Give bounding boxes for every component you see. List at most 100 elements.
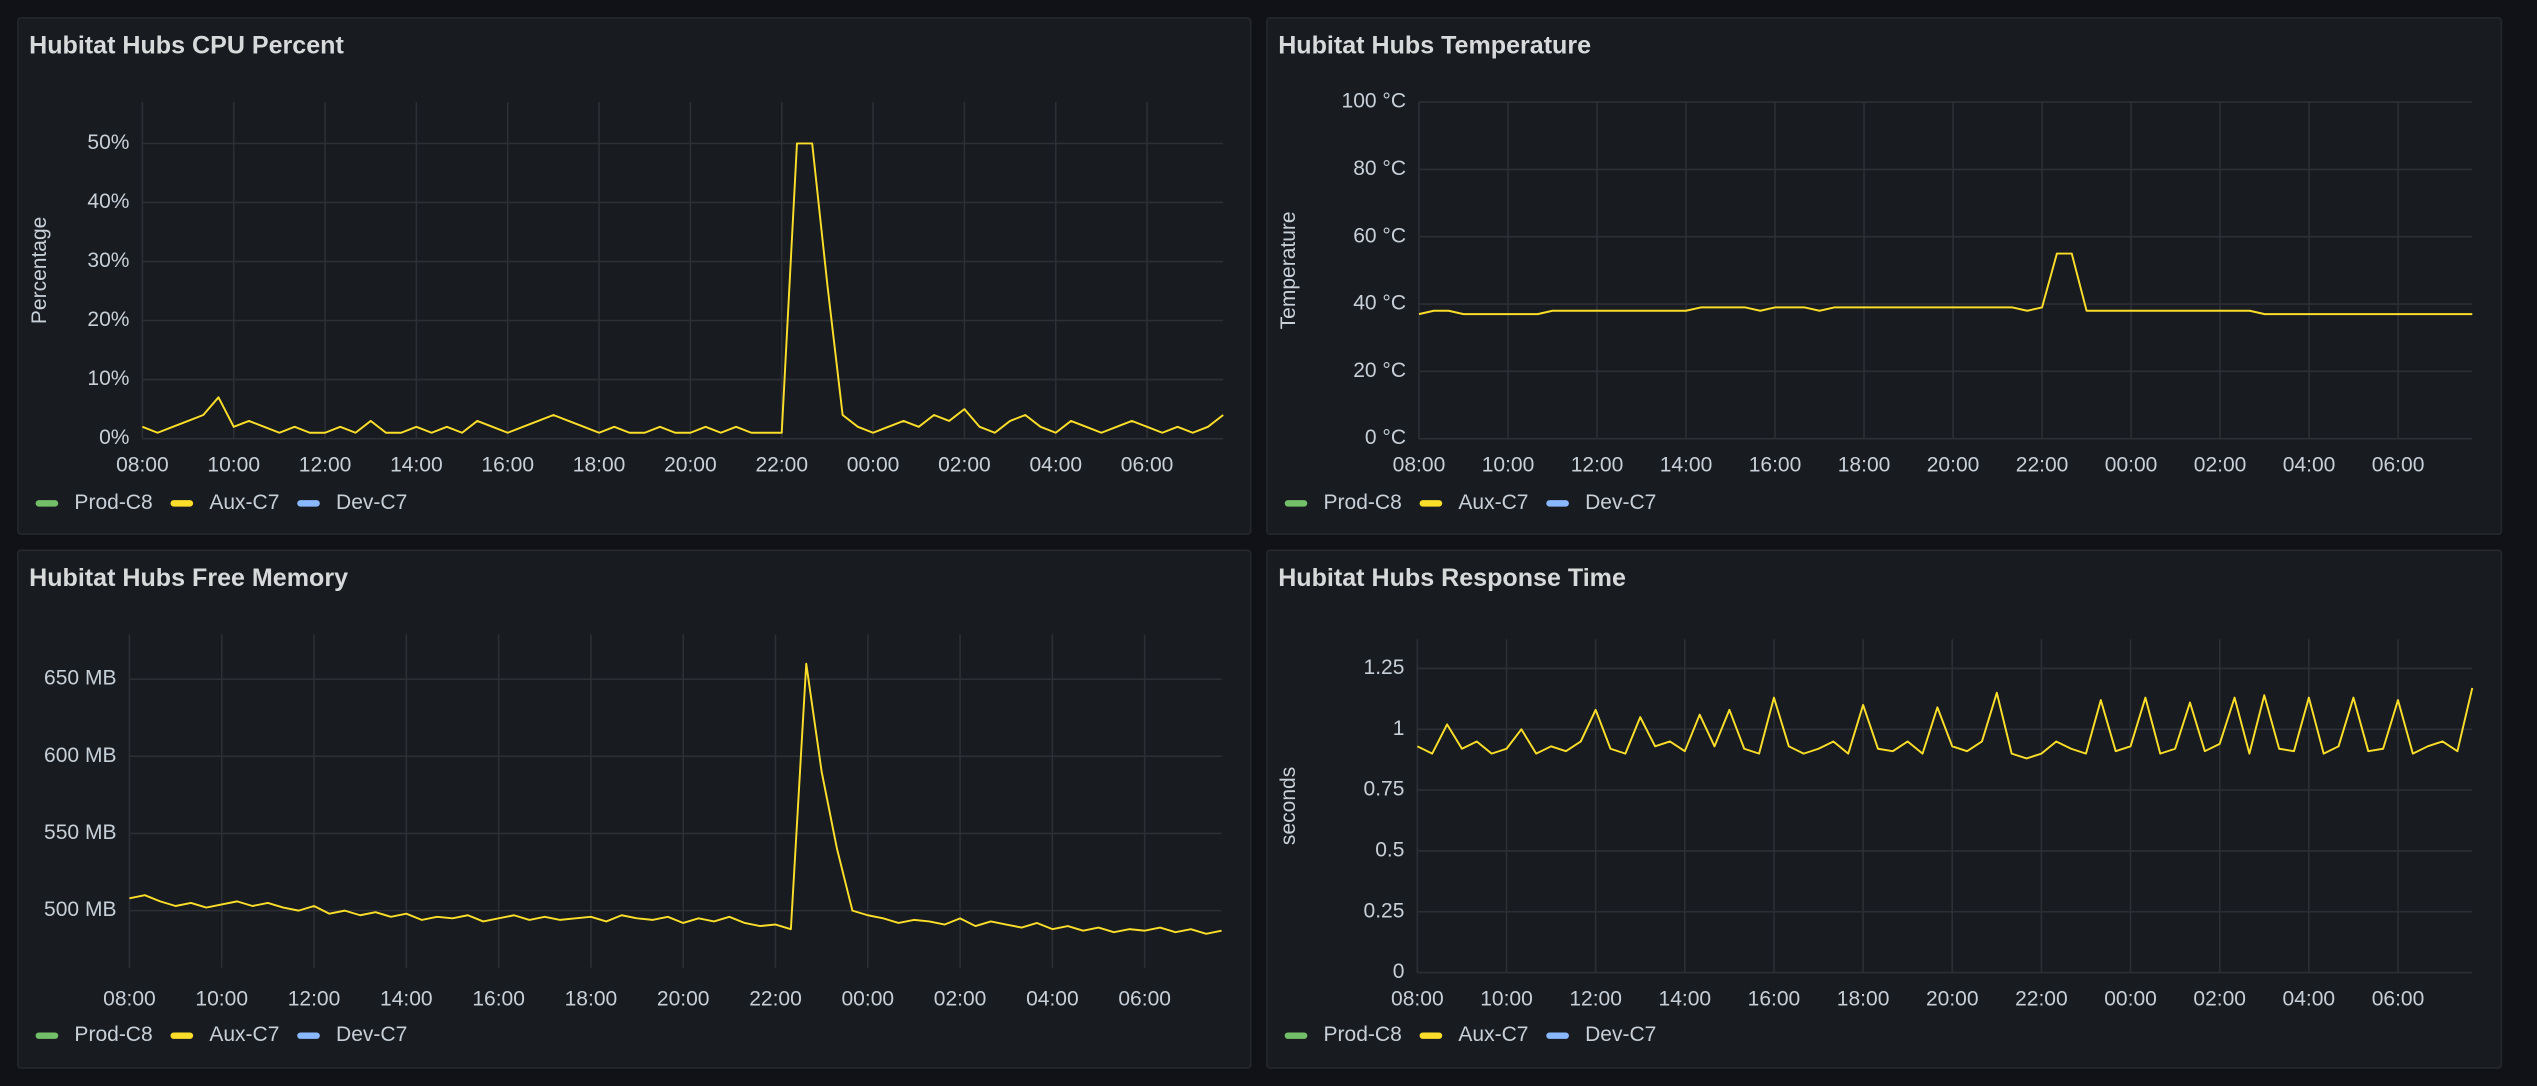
x-tick-label: 02:00 bbox=[934, 988, 987, 1011]
legend-label: Dev-C7 bbox=[336, 491, 407, 514]
legend-label: Aux-C7 bbox=[209, 1023, 279, 1046]
x-tick-label: 12:00 bbox=[1571, 454, 1624, 477]
y-tick-label: 650 MB bbox=[44, 667, 116, 690]
panel-title: Hubitat Hubs Temperature bbox=[1278, 32, 1591, 60]
x-tick-label: 18:00 bbox=[573, 454, 626, 477]
x-tick-label: 04:00 bbox=[1026, 988, 1079, 1011]
legend-label: Aux-C7 bbox=[209, 491, 279, 514]
x-tick-label: 16:00 bbox=[1749, 454, 1802, 477]
legend-label: Prod-C8 bbox=[1324, 1023, 1402, 1046]
panel-title: Hubitat Hubs CPU Percent bbox=[29, 32, 344, 60]
x-tick-label: 06:00 bbox=[1121, 454, 1174, 477]
y-tick-label: 0 bbox=[1393, 960, 1405, 983]
x-tick-label: 10:00 bbox=[1480, 988, 1533, 1011]
x-tick-label: 04:00 bbox=[1029, 454, 1082, 477]
y-tick-label: 550 MB bbox=[44, 821, 116, 844]
y-tick-label: 20 °C bbox=[1353, 359, 1406, 382]
x-tick-label: 18:00 bbox=[1837, 988, 1890, 1011]
legend-swatch bbox=[170, 500, 194, 507]
x-tick-label: 04:00 bbox=[2283, 454, 2336, 477]
y-tick-label: 50% bbox=[87, 131, 129, 154]
y-tick-label: 10% bbox=[87, 367, 129, 390]
x-tick-label: 14:00 bbox=[1659, 988, 1712, 1011]
y-tick-label: 0.75 bbox=[1364, 778, 1405, 801]
x-tick-label: 08:00 bbox=[1393, 454, 1446, 477]
legend-swatch bbox=[1546, 500, 1569, 507]
x-tick-label: 20:00 bbox=[664, 454, 717, 477]
panel bbox=[1266, 17, 2503, 535]
legend-label: Prod-C8 bbox=[74, 1023, 152, 1046]
legend-swatch bbox=[1419, 1032, 1443, 1039]
x-tick-label: 06:00 bbox=[1118, 988, 1171, 1011]
x-tick-label: 08:00 bbox=[103, 988, 156, 1011]
x-tick-label: 12:00 bbox=[288, 988, 341, 1011]
x-tick-label: 20:00 bbox=[657, 988, 710, 1011]
y-tick-label: 0% bbox=[99, 426, 129, 449]
x-tick-label: 06:00 bbox=[2372, 454, 2425, 477]
x-tick-label: 04:00 bbox=[2283, 988, 2336, 1011]
y-tick-label: 0.25 bbox=[1364, 899, 1405, 922]
x-tick-label: 02:00 bbox=[938, 454, 991, 477]
legend-label: Dev-C7 bbox=[1585, 1023, 1656, 1046]
x-tick-label: 00:00 bbox=[841, 988, 894, 1011]
legend-swatch bbox=[1546, 1032, 1569, 1039]
y-tick-label: 80 °C bbox=[1353, 157, 1406, 180]
legend-label: Prod-C8 bbox=[74, 491, 152, 514]
x-tick-label: 20:00 bbox=[1926, 988, 1979, 1011]
y-axis-label: Percentage bbox=[28, 217, 51, 324]
legend-swatch bbox=[35, 500, 59, 507]
series-line bbox=[142, 142, 1224, 434]
legend-label: Dev-C7 bbox=[336, 1023, 407, 1046]
legend-swatch bbox=[1419, 500, 1443, 507]
legend-swatch bbox=[297, 1032, 320, 1039]
x-tick-label: 18:00 bbox=[565, 988, 618, 1011]
x-tick-label: 02:00 bbox=[2193, 988, 2246, 1011]
panel bbox=[16, 17, 1252, 535]
x-tick-label: 10:00 bbox=[207, 454, 260, 477]
x-tick-label: 22:00 bbox=[2016, 454, 2069, 477]
legend-label: Prod-C8 bbox=[1324, 491, 1402, 514]
x-tick-label: 06:00 bbox=[2372, 988, 2425, 1011]
legend-swatch bbox=[297, 500, 320, 507]
y-tick-label: 0.5 bbox=[1375, 838, 1404, 861]
x-tick-label: 22:00 bbox=[755, 454, 808, 477]
x-tick-label: 12:00 bbox=[1569, 988, 1622, 1011]
y-tick-label: 40 °C bbox=[1353, 292, 1406, 315]
x-tick-label: 02:00 bbox=[2194, 454, 2247, 477]
x-tick-label: 00:00 bbox=[847, 454, 900, 477]
x-tick-label: 16:00 bbox=[1748, 988, 1801, 1011]
y-tick-label: 30% bbox=[87, 249, 129, 272]
y-tick-label: 40% bbox=[87, 190, 129, 213]
y-axis-label: seconds bbox=[1277, 767, 1300, 845]
series-line bbox=[129, 662, 1222, 935]
x-tick-label: 14:00 bbox=[380, 988, 433, 1011]
x-tick-label: 22:00 bbox=[2015, 988, 2068, 1011]
x-tick-label: 10:00 bbox=[195, 988, 248, 1011]
panel-title: Hubitat Hubs Free Memory bbox=[29, 564, 348, 592]
x-tick-label: 08:00 bbox=[116, 454, 169, 477]
legend-swatch bbox=[1284, 500, 1308, 507]
series-line bbox=[1418, 252, 2473, 316]
x-tick-label: 16:00 bbox=[472, 988, 525, 1011]
legend-label: Aux-C7 bbox=[1458, 491, 1528, 514]
series-line bbox=[1416, 687, 2474, 760]
y-tick-label: 500 MB bbox=[44, 898, 116, 921]
y-tick-label: 1.25 bbox=[1364, 656, 1405, 679]
x-tick-label: 20:00 bbox=[1927, 454, 1980, 477]
legend-swatch bbox=[1284, 1032, 1308, 1039]
x-tick-label: 14:00 bbox=[390, 454, 443, 477]
x-tick-label: 14:00 bbox=[1660, 454, 1713, 477]
y-tick-label: 0 °C bbox=[1365, 426, 1406, 449]
y-axis-label: Temperature bbox=[1277, 211, 1300, 329]
x-tick-label: 10:00 bbox=[1482, 454, 1535, 477]
x-tick-label: 00:00 bbox=[2105, 454, 2158, 477]
legend-swatch bbox=[35, 1032, 59, 1039]
x-tick-label: 12:00 bbox=[299, 454, 352, 477]
legend-label: Dev-C7 bbox=[1585, 491, 1656, 514]
x-tick-label: 08:00 bbox=[1391, 988, 1444, 1011]
x-tick-label: 18:00 bbox=[1838, 454, 1891, 477]
panel-title: Hubitat Hubs Response Time bbox=[1278, 564, 1626, 592]
y-tick-label: 20% bbox=[87, 308, 129, 331]
